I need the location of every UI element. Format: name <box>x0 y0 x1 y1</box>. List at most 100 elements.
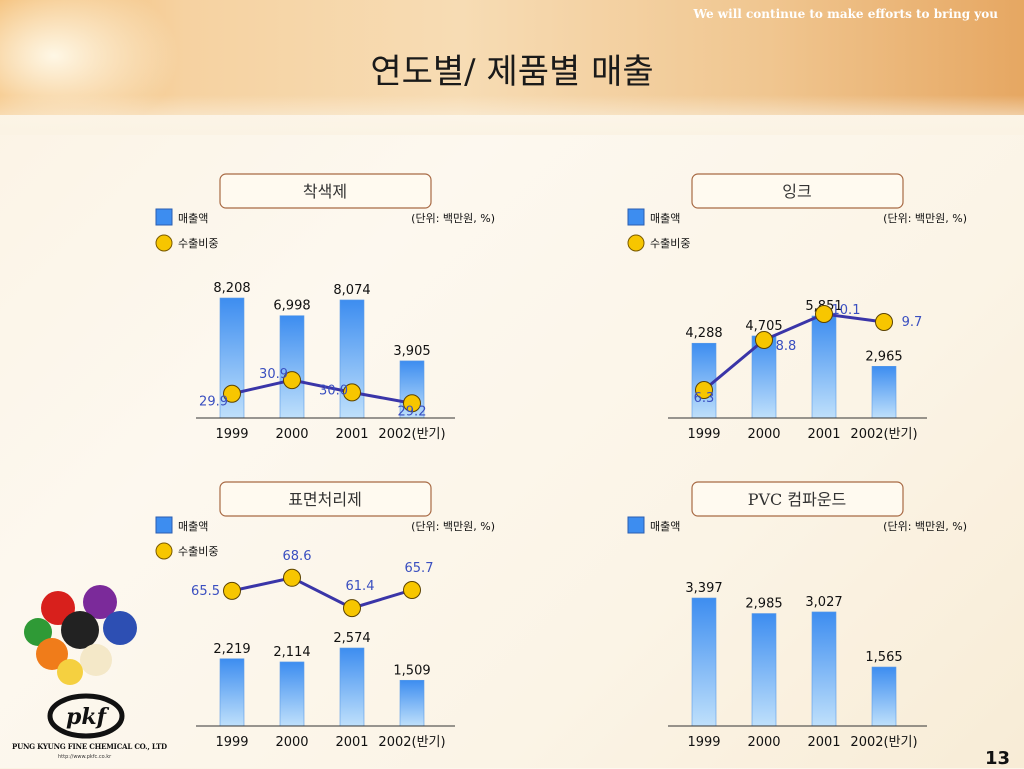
chart-1-export-marker-0 <box>695 381 713 399</box>
chart-2-category-1: 2000 <box>275 735 308 750</box>
chart-1-legend-sales-label: 매출액 <box>650 212 680 225</box>
chart-0-bar-label-2: 8,074 <box>333 283 370 298</box>
chart-0-export-label-0: 29.9 <box>199 395 228 410</box>
chart-0-export-marker-0 <box>223 384 241 403</box>
chart-3-title: PVC 컴파운드 <box>748 490 847 509</box>
page-title: 연도별/ 제품별 매출 <box>370 52 654 92</box>
chart-1-bar-1 <box>751 335 777 419</box>
chart-2-bar-label-0: 2,219 <box>213 642 250 657</box>
chart-1-category-1: 2000 <box>747 427 780 442</box>
chart-1-export-label-0: 6.3 <box>694 391 715 406</box>
chart-1-bar-0 <box>691 342 717 419</box>
chart-2-bar-2 <box>339 647 365 727</box>
chart-2-export-label-1: 68.6 <box>283 549 312 564</box>
chart-0-export-line <box>231 378 413 405</box>
chart-2-bar-1 <box>279 661 305 727</box>
chart-2-export-marker-3 <box>403 581 421 599</box>
chart-2-legend-sales-label: 매출액 <box>178 520 208 533</box>
chart-0-title: 착색제 <box>303 182 347 201</box>
chart-2-export-label-2: 61.4 <box>346 579 375 594</box>
chart-2-category-3: 2002(반기) <box>378 735 445 750</box>
chart-1-title: 잉크 <box>782 182 811 201</box>
chart-0-legend-export-marker <box>155 234 173 252</box>
chart-1-bar-3 <box>871 366 897 419</box>
chart-1-bar-label-3: 2,965 <box>865 349 902 364</box>
chart-2-export-label-3: 65.7 <box>405 561 434 576</box>
chart-0-legend-sales-swatch <box>155 208 173 226</box>
chart-2-bar-0 <box>219 658 245 727</box>
chart-2-legend-export-label: 수출비중 <box>178 545 218 558</box>
chart-0-bar-label-3: 3,905 <box>393 344 430 359</box>
chart-1-legend-export-label: 수출비중 <box>650 237 690 250</box>
chart-pvc-compound: PVC 컴파운드 매출액 (단위: 백만원, %) 3,397 2,985 3,027 1,… <box>622 478 1024 758</box>
chart-3-bar-label-0: 3,397 <box>685 581 722 596</box>
chart-0-bar-label-1: 6,998 <box>273 299 310 314</box>
chart-colorant: 착색제 매출액 수출비중 (단위: 백만원, %) 8,208 6,998 8,074 3,9… <box>150 170 620 450</box>
chart-0-bar-label-0: 8,208 <box>213 281 250 296</box>
header-fade <box>0 95 1024 135</box>
chart-2-export-marker-1 <box>283 568 301 587</box>
chart-2-export-marker-2 <box>343 599 361 618</box>
chart-1-bar-2 <box>811 315 837 419</box>
chart-1-legend-export-marker <box>627 234 645 252</box>
chart-2-title: 표면처리제 <box>288 490 362 509</box>
chart-2-export-marker-0 <box>223 581 241 600</box>
chart-3-bar-3 <box>871 666 897 727</box>
chart-3-bar-label-3: 1,565 <box>865 650 902 665</box>
chart-0-legend-export-label: 수출비중 <box>178 237 218 250</box>
chart-0-export-label-2: 30.0 <box>319 383 348 398</box>
chart-2-title-box <box>219 481 432 517</box>
chart-3-title-box <box>691 481 904 517</box>
chart-1-unit-label: (단위: 백만원, %) <box>883 212 967 225</box>
chart-3-legend-sales-label: 매출액 <box>650 520 680 533</box>
chart-2-bar-label-2: 2,574 <box>333 631 370 646</box>
chart-1-export-label-2: 10.1 <box>832 303 861 318</box>
chart-3-category-2: 2001 <box>807 735 840 750</box>
chart-0-export-marker-1 <box>283 371 301 390</box>
chart-1-export-marker-2 <box>815 305 833 323</box>
chart-1-category-0: 1999 <box>687 427 720 442</box>
chart-1-title-box <box>691 173 904 209</box>
chart-2-category-0: 1999 <box>215 735 248 750</box>
chart-0-category-1: 2000 <box>275 427 308 442</box>
chart-2-legend-export-marker <box>155 542 173 560</box>
chart-2-export-line <box>231 576 413 610</box>
chart-3-bar-2 <box>811 611 837 727</box>
company-url: http://www.pkfc.co.kr <box>58 754 112 760</box>
logo-area: pkf <box>8 580 168 760</box>
chart-0-export-marker-3 <box>403 394 421 413</box>
chart-1-export-line <box>703 312 885 392</box>
chart-2-unit-label: (단위: 백만원, %) <box>411 520 495 533</box>
company-name: PUNG KYUNG FINE CHEMICAL CO., LTD <box>12 742 167 751</box>
chart-0-export-label-1: 30.9 <box>259 367 288 382</box>
chart-3-unit-label: (단위: 백만원, %) <box>883 520 967 533</box>
chart-0-title-box <box>219 173 432 209</box>
chart-0-category-3: 2002(반기) <box>378 427 445 442</box>
chart-3-category-0: 1999 <box>687 735 720 750</box>
chart-2-bar-label-1: 2,114 <box>273 645 310 660</box>
page-number: 13 <box>984 748 1010 769</box>
chart-2-bar-label-3: 1,509 <box>393 663 430 678</box>
chart-0-unit-label: (단위: 백만원, %) <box>411 212 495 225</box>
chart-1-legend-sales-swatch <box>627 208 645 226</box>
chart-3-category-3: 2002(반기) <box>850 735 917 750</box>
header-tagline: We will continue to make efforts to brin… <box>693 7 999 21</box>
chart-0-export-marker-2 <box>343 383 361 402</box>
chart-1-category-2: 2001 <box>807 427 840 442</box>
chart-3-bar-label-1: 2,985 <box>745 597 782 612</box>
chart-0-category-2: 2001 <box>335 427 368 442</box>
pigment-image: pkf <box>24 585 137 739</box>
chart-1-export-label-1: 8.8 <box>776 339 797 354</box>
chart-2-legend-sales-swatch <box>155 516 173 534</box>
chart-3-bar-1 <box>751 613 777 727</box>
chart-1-export-marker-3 <box>875 313 893 331</box>
chart-1-export-marker-1 <box>755 331 773 349</box>
chart-0-category-0: 1999 <box>215 427 248 442</box>
logo-text: pkf <box>66 704 110 730</box>
